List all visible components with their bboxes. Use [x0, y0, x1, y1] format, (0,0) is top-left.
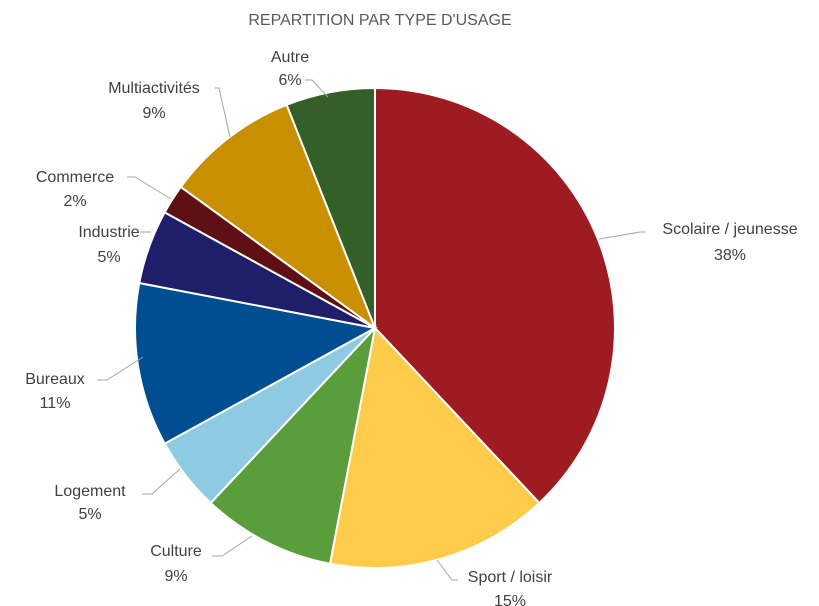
leader-line — [436, 559, 458, 581]
slice-value-label: 11% — [40, 395, 71, 412]
leader-line — [215, 87, 231, 138]
pie-slice-sport-loisir — [328, 325, 541, 569]
slice-value-label: 2% — [63, 193, 86, 210]
slice-value-label: 38% — [714, 247, 746, 264]
slice-label: Logement — [54, 483, 126, 500]
slice-value-label: 5% — [78, 506, 101, 523]
pie-slice-bureaux — [134, 281, 378, 445]
slice-value-label: 9% — [142, 105, 165, 122]
pie-slice-multiactivit-s — [179, 103, 378, 331]
slice-label: Commerce — [36, 169, 114, 186]
slice-label: Autre — [271, 49, 309, 66]
leader-lines — [97, 79, 646, 581]
slice-label: Culture — [150, 543, 202, 560]
slice-value-label: 6% — [278, 72, 301, 89]
slice-label: Bureaux — [25, 371, 85, 388]
leader-line — [598, 231, 646, 240]
chart-title: REPARTITION PAR TYPE D'USAGE — [248, 12, 512, 29]
slice-value-label: 9% — [164, 568, 187, 585]
leader-line — [127, 176, 172, 200]
slice-label: Multiactivités — [108, 80, 200, 97]
pie-slice-culture — [209, 324, 377, 565]
leader-line — [305, 79, 329, 98]
pie-slices — [134, 86, 616, 569]
leader-line — [97, 356, 144, 381]
leader-line — [212, 535, 253, 557]
slice-value-label: 5% — [97, 249, 120, 266]
slice-value-label: 15% — [494, 593, 526, 606]
slice-label: Industrie — [78, 224, 139, 241]
slice-label: Sport / loisir — [468, 569, 553, 586]
slice-label: Scolaire / jeunesse — [662, 221, 797, 238]
leader-line — [142, 468, 181, 495]
pie-slice-scolaire-jeunesse — [374, 86, 616, 505]
slice-labels: Scolaire / jeunesse 38% Sport / loisir 15% C… — [25, 49, 797, 606]
pie-slice-autre — [285, 86, 376, 329]
